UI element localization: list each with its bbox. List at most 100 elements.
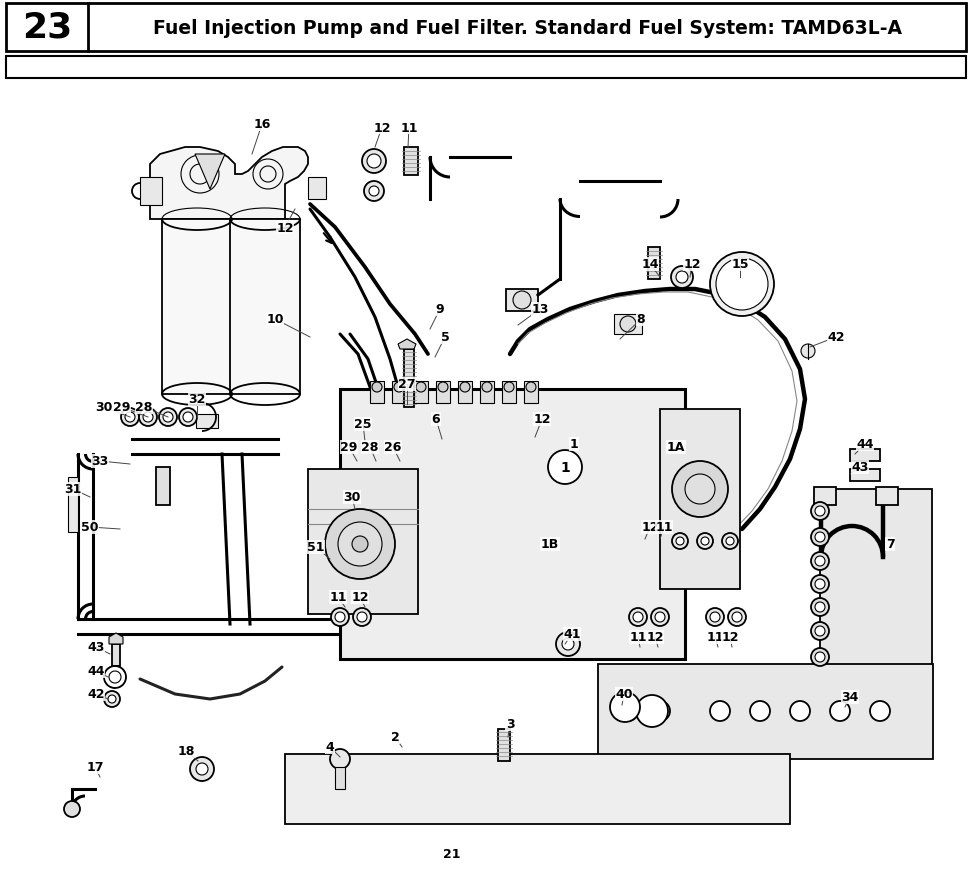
Text: 51: 51 bbox=[307, 541, 325, 554]
Circle shape bbox=[618, 701, 638, 721]
Text: 12: 12 bbox=[351, 591, 368, 604]
Circle shape bbox=[830, 701, 850, 721]
Bar bbox=[196, 415, 218, 428]
Bar bbox=[162, 220, 232, 395]
Text: 29: 29 bbox=[114, 401, 130, 414]
Text: 31: 31 bbox=[64, 483, 82, 496]
Circle shape bbox=[870, 701, 890, 721]
Text: 2: 2 bbox=[391, 731, 399, 744]
Circle shape bbox=[357, 613, 367, 622]
Text: 32: 32 bbox=[189, 393, 206, 406]
Bar bbox=[285, 754, 790, 824]
Circle shape bbox=[369, 187, 379, 196]
Circle shape bbox=[811, 575, 829, 594]
Circle shape bbox=[676, 272, 688, 283]
Text: 12: 12 bbox=[683, 258, 701, 271]
Bar bbox=[660, 409, 740, 589]
Bar bbox=[140, 178, 162, 206]
Circle shape bbox=[706, 608, 724, 627]
Text: 5: 5 bbox=[440, 331, 449, 344]
Circle shape bbox=[655, 613, 665, 622]
Circle shape bbox=[815, 533, 825, 542]
Circle shape bbox=[790, 701, 810, 721]
Circle shape bbox=[697, 534, 713, 549]
Text: 11: 11 bbox=[707, 631, 724, 644]
Circle shape bbox=[672, 534, 688, 549]
Circle shape bbox=[710, 701, 730, 721]
Bar bbox=[392, 381, 406, 403]
Circle shape bbox=[676, 537, 684, 546]
Circle shape bbox=[121, 408, 139, 427]
Circle shape bbox=[196, 763, 208, 775]
Circle shape bbox=[815, 653, 825, 662]
Circle shape bbox=[179, 408, 197, 427]
Text: 1A: 1A bbox=[667, 441, 685, 454]
Circle shape bbox=[352, 536, 368, 553]
Text: 25: 25 bbox=[354, 418, 371, 431]
Bar bbox=[370, 381, 384, 403]
Circle shape bbox=[815, 627, 825, 636]
Circle shape bbox=[722, 534, 738, 549]
Text: 14: 14 bbox=[642, 258, 659, 271]
Circle shape bbox=[362, 149, 386, 174]
Text: 1: 1 bbox=[570, 438, 578, 451]
Circle shape bbox=[815, 602, 825, 613]
Circle shape bbox=[504, 382, 514, 393]
Circle shape bbox=[139, 408, 157, 427]
Circle shape bbox=[183, 413, 193, 422]
Text: 16: 16 bbox=[254, 118, 270, 131]
Circle shape bbox=[815, 580, 825, 589]
Bar bbox=[480, 381, 494, 403]
Circle shape bbox=[438, 382, 448, 393]
Bar bbox=[598, 664, 933, 760]
Text: 23: 23 bbox=[22, 11, 72, 45]
Circle shape bbox=[330, 749, 350, 769]
Circle shape bbox=[460, 382, 470, 393]
Text: 41: 41 bbox=[563, 627, 580, 640]
Bar bbox=[436, 381, 450, 403]
Circle shape bbox=[159, 408, 177, 427]
Circle shape bbox=[163, 413, 173, 422]
Bar bbox=[814, 488, 836, 506]
Circle shape bbox=[710, 613, 720, 622]
Bar bbox=[502, 381, 516, 403]
Text: 15: 15 bbox=[731, 258, 748, 271]
Text: 1B: 1B bbox=[540, 538, 559, 551]
Text: 12: 12 bbox=[373, 122, 391, 135]
Text: 6: 6 bbox=[432, 413, 440, 426]
Circle shape bbox=[104, 691, 120, 707]
Bar bbox=[648, 248, 660, 280]
Text: 11: 11 bbox=[629, 631, 646, 644]
Bar bbox=[404, 148, 418, 176]
Text: 43: 43 bbox=[851, 461, 869, 474]
Text: 42: 42 bbox=[87, 687, 105, 700]
Circle shape bbox=[364, 182, 384, 202]
Bar bbox=[340, 389, 685, 660]
Text: 42: 42 bbox=[827, 331, 845, 344]
Circle shape bbox=[815, 556, 825, 567]
Circle shape bbox=[526, 382, 536, 393]
Circle shape bbox=[482, 382, 492, 393]
Text: 18: 18 bbox=[177, 745, 194, 758]
Text: 13: 13 bbox=[532, 303, 548, 316]
Circle shape bbox=[750, 701, 770, 721]
Circle shape bbox=[335, 613, 345, 622]
Text: 34: 34 bbox=[842, 691, 858, 704]
Text: 30: 30 bbox=[95, 401, 113, 414]
Polygon shape bbox=[109, 634, 123, 644]
Circle shape bbox=[701, 537, 709, 546]
Text: 11: 11 bbox=[400, 122, 418, 135]
Circle shape bbox=[650, 701, 670, 721]
Bar bbox=[498, 729, 510, 761]
Text: 11: 11 bbox=[330, 591, 347, 604]
Text: 11: 11 bbox=[655, 521, 673, 534]
Text: 12: 12 bbox=[721, 631, 739, 644]
Bar bbox=[506, 289, 538, 312]
Bar bbox=[156, 468, 170, 506]
Polygon shape bbox=[150, 148, 308, 220]
Circle shape bbox=[610, 693, 640, 722]
Circle shape bbox=[815, 507, 825, 516]
Circle shape bbox=[338, 522, 382, 567]
Text: 9: 9 bbox=[435, 303, 444, 316]
Text: 27: 27 bbox=[399, 378, 416, 391]
